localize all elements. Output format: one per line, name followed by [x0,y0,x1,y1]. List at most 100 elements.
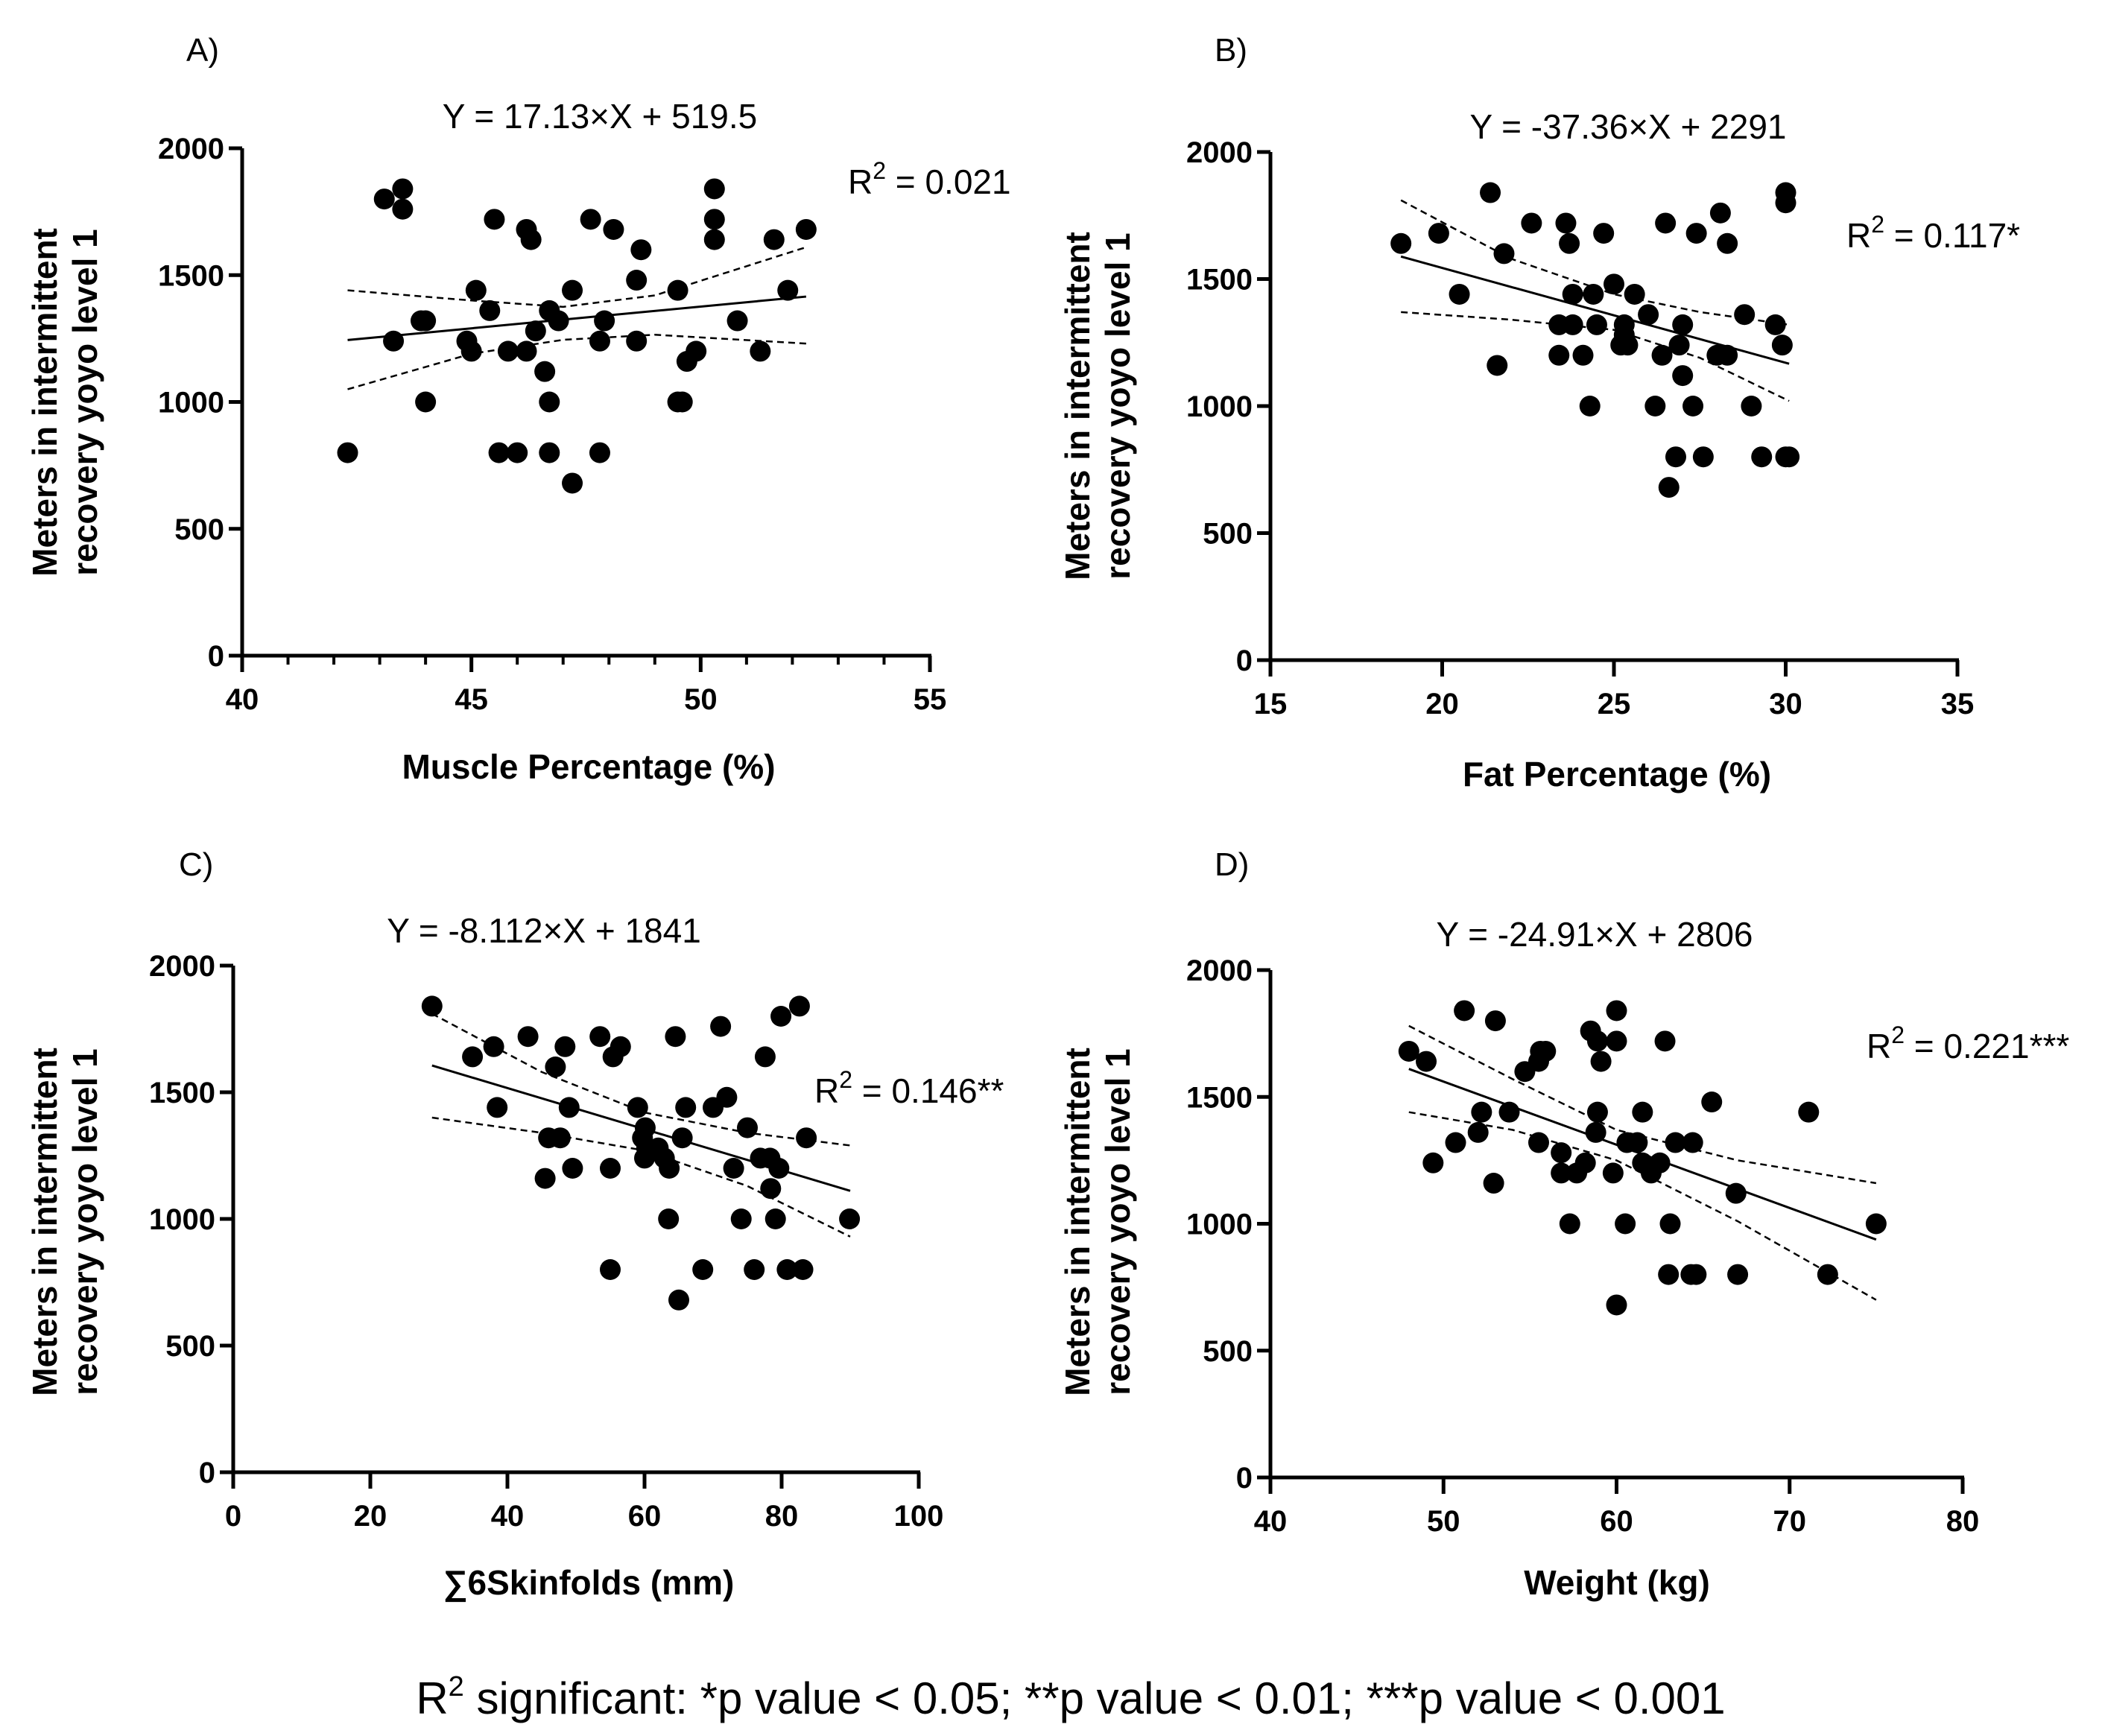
x-tick-label: 20 [354,1500,387,1533]
data-point [415,310,437,332]
data-point [716,1086,738,1108]
data-point [1709,202,1731,224]
x-tick-label: 30 [1769,688,1802,720]
panel-a: A) Y = 17.13×X + 519.5 R2 = 0.021 0 500 1000 1… [25,32,1011,786]
data-point [1471,1101,1492,1123]
data-point [1685,1264,1707,1285]
data-point [534,361,556,382]
x-tick-label: 40 [226,683,259,716]
y-axis-title: Meters in intermittent [1058,232,1097,580]
data-point [792,1259,814,1280]
y-tick-label: 2000 [158,133,224,165]
data-point [517,1026,539,1048]
y-tick-label: 2000 [1186,954,1253,987]
confidence-band-upper [347,246,807,308]
data-point [703,209,725,230]
data-point [484,209,505,230]
y-axis-title: recovery yoyo level 1 [66,1048,104,1395]
data-point [763,229,785,250]
data-point [675,1097,697,1118]
x-tick-label: 45 [455,683,488,716]
data-point [754,1046,776,1068]
data-point [392,178,414,200]
panel-c: C) Y = -8.112×X + 1841 R2 = 0.146** 0 500 100… [25,846,1004,1603]
data-point [692,1259,714,1280]
x-tick-label: 40 [491,1500,525,1533]
data-point [1555,212,1577,234]
data-point [1574,1152,1596,1173]
data-point [770,1006,792,1027]
data-point [1651,344,1673,366]
y-tick-label: 0 [1236,644,1253,677]
data-point [534,1168,556,1189]
data-point [1649,1152,1671,1173]
y-tick-label: 1000 [149,1203,215,1236]
data-point [1672,314,1694,335]
x-tick-label: 40 [1254,1505,1288,1538]
data-point [600,1259,621,1280]
x-tick-label: 50 [1427,1505,1460,1538]
data-point [1585,1121,1606,1143]
data-point [483,1036,504,1057]
data-point [1590,1051,1612,1072]
data-point [1682,1132,1703,1153]
y-tick-label: 1000 [1186,1208,1253,1241]
x-axis-title: Weight (kg) [1524,1563,1710,1602]
data-point [703,178,725,200]
data-point [488,442,510,463]
data-point [627,1097,648,1118]
regression-equation: Y = -8.112×X + 1841 [387,911,701,950]
data-point [1638,304,1659,326]
data-point [1771,335,1793,356]
data-point [1483,1173,1504,1194]
data-point [777,279,799,301]
x-tick-label: 80 [765,1500,799,1533]
data-point [1617,335,1639,356]
y-tick-label: 1500 [1186,1081,1253,1114]
panel-label: A) [186,32,219,69]
data-point [1390,232,1412,254]
data-point [462,1046,484,1068]
data-point [1487,355,1508,376]
data-point [795,218,817,240]
data-point [589,442,610,463]
data-point [1665,446,1686,468]
y-tick-label: 1500 [149,1077,215,1109]
data-point [520,229,542,250]
data-point [554,1036,576,1057]
data-point [594,310,615,332]
data-point [1398,1040,1419,1062]
data-point [1668,335,1690,356]
y-axis-title: Meters in intermittent [1058,1048,1097,1396]
data-point [1615,1213,1636,1235]
data-point [1416,1051,1437,1072]
data-point [1692,446,1714,468]
data-point [548,310,569,332]
data-point [776,1259,798,1280]
data-point [562,1158,583,1179]
data-point [1593,223,1615,244]
data-point [1559,232,1580,254]
data-point [1764,314,1786,335]
data-point [1449,283,1470,305]
y-tick-label: 2000 [149,950,215,983]
data-point [539,442,560,463]
data-point [1717,344,1738,366]
panel-label: D) [1215,846,1249,883]
r-squared-label: R2 = 0.146** [814,1066,1004,1110]
panel-b: B) Y = -37.36×X + 2291 R2 = 0.117* 0 500 1000… [1058,32,2020,793]
data-point [589,1026,611,1048]
data-point [516,340,537,362]
data-point [392,198,414,220]
data-point [760,1178,782,1200]
y-axis-title: Meters in intermittent [25,228,64,577]
panel-label: C) [179,846,213,883]
data-point [1445,1132,1466,1153]
y-tick-label: 500 [1203,518,1253,551]
data-point [1606,1000,1627,1021]
data-point [460,340,482,362]
data-point [562,472,583,494]
data-point [768,1158,790,1179]
data-point [1751,446,1773,468]
panel-d: D) Y = -24.91×X + 2806 R2 = 0.221*** 0 500 10… [1058,846,2069,1602]
